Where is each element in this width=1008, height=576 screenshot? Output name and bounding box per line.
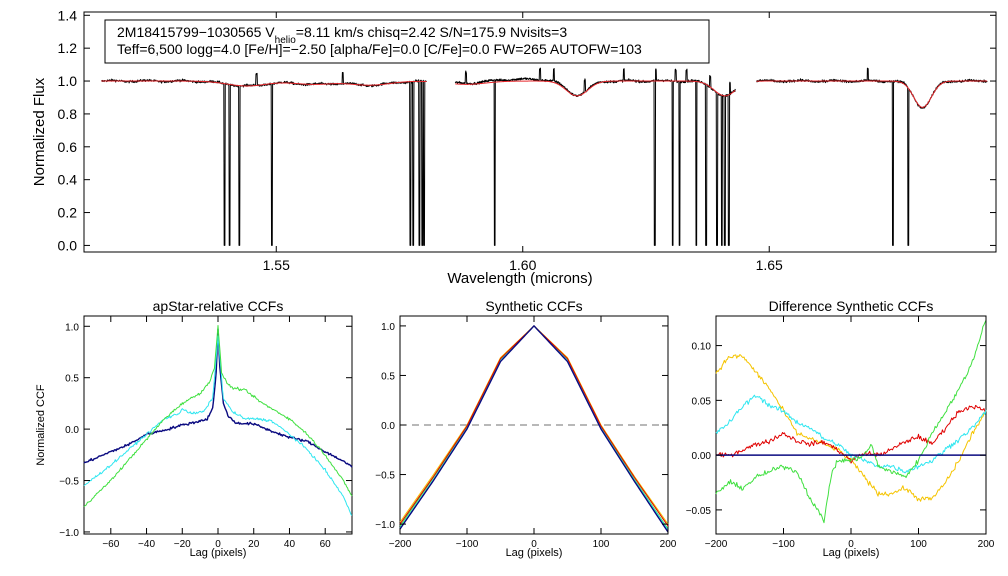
apstar-ccf-y-label: Normalized CCF [35, 384, 47, 466]
y-tick-label: 0.0 [381, 421, 395, 432]
x-tick-label: 200 [978, 539, 995, 550]
difference-ccf-traces [715, 319, 987, 524]
apstar-ccf-title: apStar-relative CCFs [153, 298, 284, 314]
x-tick-label: 100 [593, 539, 610, 550]
y-tick-label: 0.5 [65, 374, 79, 385]
x-tick-label: 20 [248, 539, 260, 550]
x-tick-label: 1.55 [263, 257, 290, 273]
y-tick-label: −1.0 [59, 528, 79, 539]
x-tick-label: −200 [705, 539, 728, 550]
info-object-label: 2M18415799−1030565 V [117, 24, 275, 40]
y-tick-label: 0.4 [58, 172, 78, 188]
spectrum-axis-ticks: 1.55 1.60 1.65 0.0 0.2 0.4 0.6 0.8 1.0 1.2 1.4 [58, 7, 996, 273]
spectrum-plot-frame [83, 11, 997, 253]
spectrum-x-label: Wavelength (microns) [447, 270, 592, 287]
x-tick-label: 0 [215, 539, 221, 550]
y-tick-label: 0.2 [58, 205, 78, 221]
ccf-series-navy [83, 328, 353, 468]
y-tick-label: 1.0 [65, 322, 79, 333]
x-tick-label: 40 [284, 539, 296, 550]
apstar-ccf-axis-ticks: −60 −40 −20 0 20 40 60 −1.0 −0.5 0.0 0.5 1.0 [59, 316, 352, 550]
info-box-frame [104, 19, 710, 64]
y-tick-label: 0.8 [58, 106, 78, 122]
spectrum-info-box: 2M18415799−1030565 Vhelio=8.11 km/s chis… [104, 19, 710, 64]
ccf-series-red [715, 404, 987, 464]
x-tick-label: −100 [772, 539, 795, 550]
difference-ccf-title: Difference Synthetic CCFs [769, 298, 934, 314]
y-tick-label: −0.05 [686, 506, 712, 517]
spectrum-y-label: Normalized Flux [31, 77, 48, 186]
ccf-series-cyan [715, 394, 987, 474]
ccf-series-red [399, 325, 669, 527]
difference-ccf-panel: −200 −100 0 100 200 −0.05 0.00 0.05 0.10 Differe… [686, 298, 995, 559]
synthetic-ccf-title: Synthetic CCFs [485, 298, 582, 314]
info-stats-text: =8.11 km/s chisq=2.42 S/N=175.9 Nvisits=… [296, 24, 568, 40]
x-tick-label: 200 [660, 539, 677, 550]
synthetic-ccf-axis-ticks: −200 −100 0 100 200 −1.0 −0.5 0.0 0.5 1.0 [375, 316, 677, 550]
synthetic-ccf-panel: −200 −100 0 100 200 −1.0 −0.5 0.0 0.5 1.0 Synthet… [375, 298, 677, 559]
ccf-series-navy [399, 325, 669, 533]
ccf-series-cyan [83, 335, 353, 516]
x-tick-label: −20 [174, 539, 191, 550]
apstar-ccf-frame [83, 315, 353, 535]
x-tick-label: 0 [848, 539, 854, 550]
model-spectrum-segment [455, 80, 736, 97]
difference-ccf-frame [715, 315, 987, 535]
y-tick-label: −1.0 [375, 520, 395, 531]
y-tick-label: 1.0 [381, 322, 395, 333]
y-tick-label: 0.0 [58, 237, 78, 253]
spectrum-panel: 1.55 1.60 1.65 0.0 0.2 0.4 0.6 0.8 1.0 1.2 1.4 Wav… [31, 7, 997, 287]
y-tick-label: −0.5 [375, 471, 395, 482]
apstar-ccf-traces [83, 325, 353, 516]
model-spectrum-segment [101, 80, 427, 87]
x-tick-label: 100 [910, 539, 927, 550]
ccf-series-green [715, 319, 987, 524]
observed-spectrum-segment [454, 67, 736, 246]
ccf-series-yellow [715, 354, 987, 502]
observed-spectrum-segment [756, 67, 988, 246]
apstar-ccf-x-label: Lag (pixels) [190, 547, 247, 559]
y-tick-label: 1.0 [58, 73, 78, 89]
difference-ccf-x-label: Lag (pixels) [823, 547, 880, 559]
x-tick-label: −60 [102, 539, 119, 550]
model-spectrum-segment [756, 80, 988, 108]
ccf-series-green [399, 325, 669, 530]
x-tick-label: 60 [320, 539, 332, 550]
x-tick-label: 1.65 [756, 257, 783, 273]
ccf-series-green [83, 325, 353, 508]
x-tick-label: 0 [531, 539, 537, 550]
y-tick-label: 0.00 [692, 451, 712, 462]
x-tick-label: −40 [138, 539, 155, 550]
y-tick-label: 1.2 [58, 40, 78, 56]
info-helio-subscript: helio [275, 35, 297, 46]
x-tick-label: −200 [389, 539, 412, 550]
y-tick-label: 1.4 [58, 7, 78, 23]
observed-spectrum-segment [101, 71, 428, 246]
info-line-2: Teff=6,500 logg=4.0 [Fe/H]=−2.50 [alpha/… [117, 41, 642, 57]
difference-ccf-axis-ticks: −200 −100 0 100 200 −0.05 0.00 0.05 0.10 [686, 316, 995, 550]
x-tick-label: 1.60 [509, 257, 536, 273]
y-tick-label: −0.5 [59, 477, 79, 488]
y-tick-label: 0.5 [381, 371, 395, 382]
y-tick-label: 0.10 [692, 342, 712, 353]
info-line-1: 2M18415799−1030565 Vhelio=8.11 km/s chis… [117, 24, 567, 46]
spectrum-traces [101, 67, 988, 246]
x-tick-label: −100 [456, 539, 479, 550]
y-tick-label: 0.0 [65, 425, 79, 436]
ccf-series-cyan [399, 325, 669, 531]
synthetic-ccf-x-label: Lag (pixels) [506, 547, 563, 559]
y-tick-label: 0.6 [58, 139, 78, 155]
apstar-ccf-panel: −60 −40 −20 0 20 40 60 −1.0 −0.5 0.0 0.5 1.0 apStar… [35, 298, 353, 559]
synthetic-ccf-traces [399, 325, 669, 533]
y-tick-label: 0.05 [692, 396, 712, 407]
